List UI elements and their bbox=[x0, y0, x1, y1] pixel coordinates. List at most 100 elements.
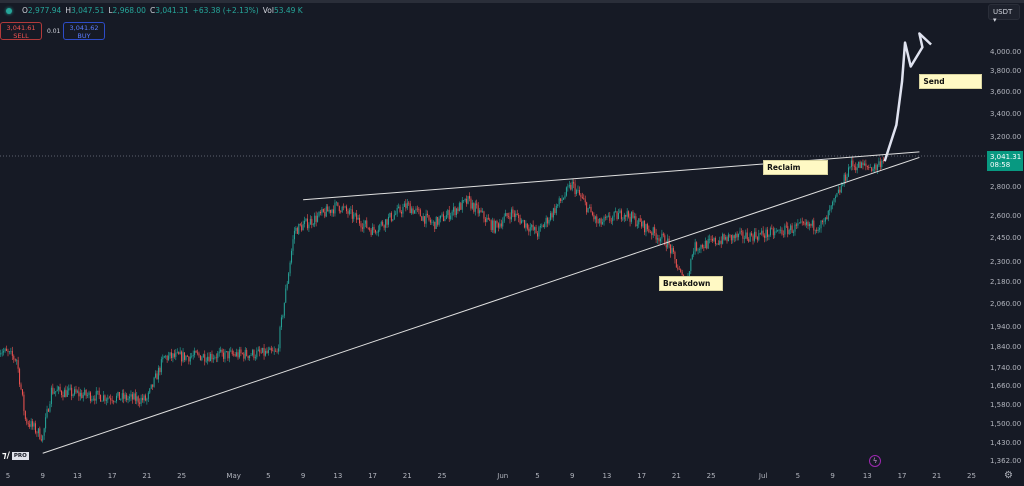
currency-select[interactable]: USDT ▾ bbox=[988, 4, 1020, 24]
candle-body bbox=[302, 224, 304, 231]
candle-body bbox=[804, 223, 806, 225]
candle-body bbox=[837, 189, 839, 194]
candle-body bbox=[807, 221, 809, 227]
candle-body bbox=[599, 218, 601, 223]
candle-body bbox=[114, 401, 116, 402]
candle-body bbox=[852, 160, 854, 167]
candle-body bbox=[850, 160, 852, 167]
candle-body bbox=[386, 219, 388, 225]
candle-body bbox=[335, 202, 337, 204]
high-value: 3,047.51 bbox=[70, 6, 105, 15]
current-price: 3,041.31 bbox=[990, 153, 1022, 161]
settings-gear-icon[interactable]: ⚙ bbox=[1004, 470, 1013, 481]
candle-body bbox=[699, 249, 701, 250]
pro-badge: PRO bbox=[11, 452, 29, 460]
candle-body bbox=[636, 224, 638, 227]
candle-body bbox=[801, 221, 803, 223]
candle-body bbox=[346, 206, 348, 212]
candle-body bbox=[400, 211, 402, 214]
candle-body bbox=[471, 202, 473, 209]
candle-body bbox=[399, 206, 401, 212]
candle-body bbox=[395, 213, 397, 215]
candle-body bbox=[861, 162, 863, 169]
candle-body bbox=[100, 395, 102, 402]
candle-body bbox=[408, 202, 410, 204]
candle-body bbox=[733, 235, 735, 239]
candle-body bbox=[664, 235, 666, 246]
candle-body bbox=[315, 215, 317, 222]
candle-body bbox=[155, 373, 157, 378]
candle-body bbox=[7, 350, 9, 353]
candle-body bbox=[376, 232, 378, 234]
candle-body bbox=[808, 223, 810, 227]
annotation-breakdown[interactable]: Breakdown bbox=[659, 276, 723, 292]
candle-body bbox=[769, 228, 771, 236]
candle-body bbox=[75, 389, 77, 393]
candle-body bbox=[515, 213, 517, 217]
chevron-down-icon: ▾ bbox=[993, 16, 997, 24]
candle-body bbox=[163, 356, 165, 358]
candle-body bbox=[392, 219, 394, 221]
candle-body bbox=[672, 248, 674, 252]
candle-body bbox=[69, 387, 71, 389]
price-chart[interactable] bbox=[0, 0, 985, 470]
spread-value: 0.01 bbox=[47, 28, 61, 35]
candle-body bbox=[727, 234, 729, 242]
candle-body bbox=[464, 198, 466, 201]
buy-button[interactable]: 3,041.62 BUY bbox=[63, 22, 105, 40]
candle-body bbox=[823, 221, 825, 223]
candle-body bbox=[301, 225, 303, 231]
candle-body bbox=[257, 349, 259, 351]
annotation-send[interactable]: Send bbox=[919, 73, 983, 89]
candle-body bbox=[840, 185, 842, 193]
candle-body bbox=[437, 216, 439, 225]
candle-body bbox=[768, 235, 770, 237]
candle-body bbox=[872, 168, 874, 171]
candle-body bbox=[826, 217, 828, 220]
candle-body bbox=[189, 356, 191, 362]
candle-body bbox=[577, 190, 579, 191]
candle-body bbox=[777, 230, 779, 231]
candle-body bbox=[131, 394, 133, 400]
candle-body bbox=[655, 233, 657, 240]
candle-body bbox=[470, 198, 472, 209]
candle-body bbox=[217, 353, 219, 359]
sell-button[interactable]: 3,041.61 SELL bbox=[0, 22, 42, 40]
candle-body bbox=[529, 227, 531, 232]
candle-body bbox=[531, 224, 533, 228]
candle-body bbox=[503, 216, 505, 222]
candle-body bbox=[493, 220, 495, 233]
candle-body bbox=[450, 215, 452, 220]
candle-body bbox=[516, 213, 518, 215]
annotation-reclaim[interactable]: Reclaim bbox=[763, 160, 829, 176]
tradingview-logo[interactable]: ⁊/PRO bbox=[2, 451, 29, 461]
candle-body bbox=[337, 202, 339, 206]
candle-body bbox=[584, 199, 586, 203]
candle-body bbox=[202, 354, 204, 358]
candle-body bbox=[538, 227, 540, 237]
candle-body bbox=[168, 355, 170, 360]
candle-body bbox=[162, 357, 164, 360]
candle-body bbox=[240, 349, 242, 354]
candle-body bbox=[263, 347, 265, 356]
candle-body bbox=[764, 235, 766, 238]
candle-body bbox=[134, 393, 136, 401]
candle-body bbox=[278, 348, 280, 352]
candle-body bbox=[81, 392, 83, 398]
candle-body bbox=[425, 213, 427, 224]
time-tick-label: 9 bbox=[300, 472, 306, 480]
candle-body bbox=[243, 353, 245, 359]
lightning-icon[interactable]: ϟ bbox=[869, 455, 881, 467]
candle-body bbox=[736, 233, 738, 238]
candle-body bbox=[659, 238, 661, 242]
candle-body bbox=[299, 224, 301, 226]
candle-body bbox=[269, 348, 271, 350]
candle-body bbox=[117, 391, 119, 396]
candle-body bbox=[467, 196, 469, 204]
candle-body bbox=[211, 353, 213, 360]
candle-body bbox=[550, 213, 551, 220]
time-tick-label: 9 bbox=[40, 472, 45, 480]
candle-body bbox=[714, 237, 716, 244]
candle-body bbox=[738, 233, 740, 238]
candle-body bbox=[48, 409, 50, 412]
